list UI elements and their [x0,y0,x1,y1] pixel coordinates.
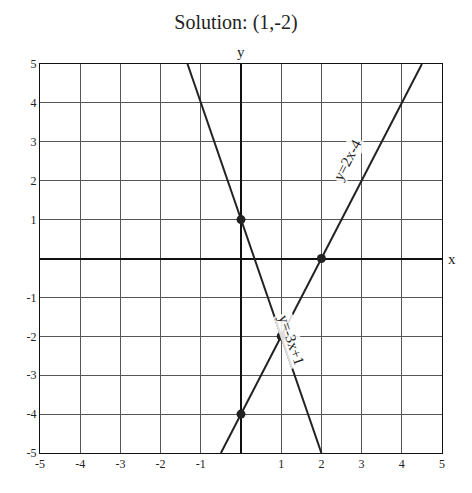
svg-text:4: 4 [31,96,37,110]
svg-text:x: x [448,251,456,267]
svg-text:y=-3x+1: y=-3x+1 [275,313,307,367]
svg-text:2: 2 [31,174,37,188]
svg-text:1: 1 [278,457,284,471]
svg-text:-2: -2 [156,457,166,471]
svg-text:-1: -1 [27,291,37,305]
svg-text:Solution: (1,-2): Solution: (1,-2) [174,11,297,34]
svg-text:3: 3 [31,135,37,149]
svg-text:y=2x-4: y=2x-4 [330,137,364,183]
svg-text:1: 1 [31,213,37,227]
svg-text:-5: -5 [35,457,45,471]
svg-text:-1: -1 [196,457,206,471]
svg-text:-3: -3 [27,368,37,382]
svg-text:-4: -4 [27,407,37,421]
svg-text:-3: -3 [115,457,125,471]
svg-text:y: y [237,44,245,60]
svg-text:5: 5 [439,457,445,471]
svg-text:5: 5 [31,57,37,71]
svg-text:4: 4 [399,457,405,471]
svg-text:2: 2 [318,457,324,471]
svg-text:-4: -4 [75,457,85,471]
svg-text:3: 3 [359,457,365,471]
svg-text:-2: -2 [27,330,37,344]
svg-text:-5: -5 [27,446,37,460]
